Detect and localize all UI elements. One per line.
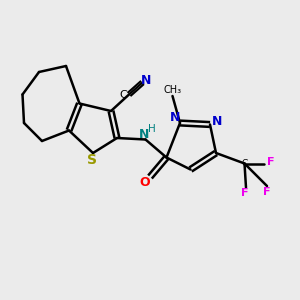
Text: F: F bbox=[263, 187, 271, 197]
Text: H: H bbox=[148, 124, 156, 134]
Text: N: N bbox=[141, 74, 151, 88]
Text: C: C bbox=[120, 89, 128, 100]
Text: N: N bbox=[212, 115, 222, 128]
Text: F: F bbox=[241, 188, 248, 199]
Text: CH₃: CH₃ bbox=[164, 85, 181, 95]
Text: N: N bbox=[139, 128, 149, 141]
Text: S: S bbox=[86, 153, 97, 166]
Text: O: O bbox=[139, 176, 150, 189]
Text: F: F bbox=[267, 157, 274, 167]
Text: N: N bbox=[170, 111, 181, 124]
Text: C: C bbox=[242, 159, 248, 168]
